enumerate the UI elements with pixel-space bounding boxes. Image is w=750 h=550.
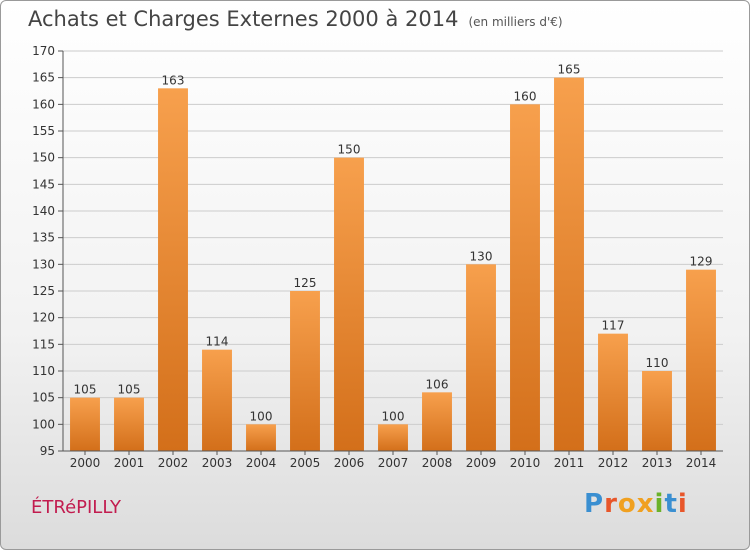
logo-letter: x: [636, 489, 655, 519]
bar-2006: [334, 157, 364, 451]
bar-2009: [466, 264, 496, 451]
y-tick-label: 105: [32, 391, 55, 405]
y-tick-label: 110: [32, 364, 55, 378]
y-tick-label: 120: [32, 311, 55, 325]
bar-2000: [70, 397, 100, 451]
x-tick-label: 2013: [642, 456, 673, 470]
data-label: 117: [602, 319, 625, 333]
y-tick-label: 155: [32, 124, 55, 138]
x-tick-label: 2004: [246, 456, 277, 470]
y-tick-label: 140: [32, 204, 55, 218]
logo-letter: o: [617, 489, 637, 519]
y-tick-label: 160: [32, 97, 55, 111]
x-tick-label: 2000: [70, 456, 101, 470]
data-label: 160: [514, 89, 537, 103]
data-label: 165: [558, 63, 581, 77]
chart-title: Achats et Charges Externes 2000 à 2014 (e…: [28, 7, 563, 31]
x-tick-label: 2014: [686, 456, 717, 470]
x-tick-label: 2002: [158, 456, 189, 470]
commune-name: ÉTRéPILLY: [31, 497, 121, 518]
bar-2001: [114, 397, 144, 451]
bar-2005: [290, 291, 320, 451]
y-tick-label: 135: [32, 231, 55, 245]
data-label: 100: [250, 409, 273, 423]
proxiti-logo[interactable]: Proxiti: [584, 489, 688, 519]
data-label: 100: [382, 409, 405, 423]
y-tick-label: 170: [32, 44, 55, 58]
y-tick-label: 125: [32, 284, 55, 298]
data-label: 150: [338, 143, 361, 157]
logo-letter: P: [584, 489, 605, 519]
bar-2011: [554, 77, 584, 452]
data-label: 130: [470, 249, 493, 263]
x-tick-label: 2008: [422, 456, 453, 470]
bar-2003: [202, 349, 232, 451]
y-tick-label: 150: [32, 151, 55, 165]
data-label: 105: [118, 383, 141, 397]
data-label: 163: [162, 73, 185, 87]
logo-letter: r: [604, 489, 618, 519]
y-tick-label: 115: [32, 337, 55, 351]
unit-note: (en milliers d'€): [468, 15, 563, 29]
logo-letter: i: [677, 489, 688, 519]
y-tick-label: 165: [32, 71, 55, 85]
y-tick-label: 130: [32, 257, 55, 271]
y-tick-label: 145: [32, 177, 55, 191]
bar-2008: [422, 392, 452, 451]
x-tick-label: 2011: [554, 456, 585, 470]
bars: 105 105 163 114 100 125 150 100 106 130 160 165 117 1…: [70, 63, 716, 452]
y-tick-label: 100: [32, 417, 55, 431]
x-tick-label: 2007: [378, 456, 409, 470]
bar-2012: [598, 333, 628, 451]
chart-title-text: Achats et Charges Externes 2000 à 2014: [28, 7, 459, 31]
data-label: 110: [646, 356, 669, 370]
data-label: 114: [206, 335, 229, 349]
x-tick-label: 2006: [334, 456, 365, 470]
bar-2002: [158, 88, 188, 451]
bar-2014: [686, 269, 716, 451]
data-label: 106: [426, 377, 449, 391]
x-tick-label: 2010: [510, 456, 541, 470]
data-label: 105: [74, 383, 97, 397]
x-tick-label: 2009: [466, 456, 497, 470]
bar-2004: [246, 424, 276, 451]
logo-letter: i: [654, 489, 665, 519]
logo-letter: t: [664, 489, 678, 519]
x-tick-label: 2005: [290, 456, 321, 470]
bar-2013: [642, 371, 672, 451]
bar-2007: [378, 424, 408, 451]
data-label: 129: [690, 255, 713, 269]
x-tick-label: 2012: [598, 456, 629, 470]
x-tick-label: 2003: [202, 456, 233, 470]
data-label: 125: [294, 276, 317, 290]
y-tick-label: 95: [40, 444, 55, 458]
bar-2010: [510, 104, 540, 451]
x-tick-label: 2001: [114, 456, 145, 470]
axes: 95 100 105 110 115 120 125 130 135 140 145 150 155 16…: [32, 44, 723, 470]
